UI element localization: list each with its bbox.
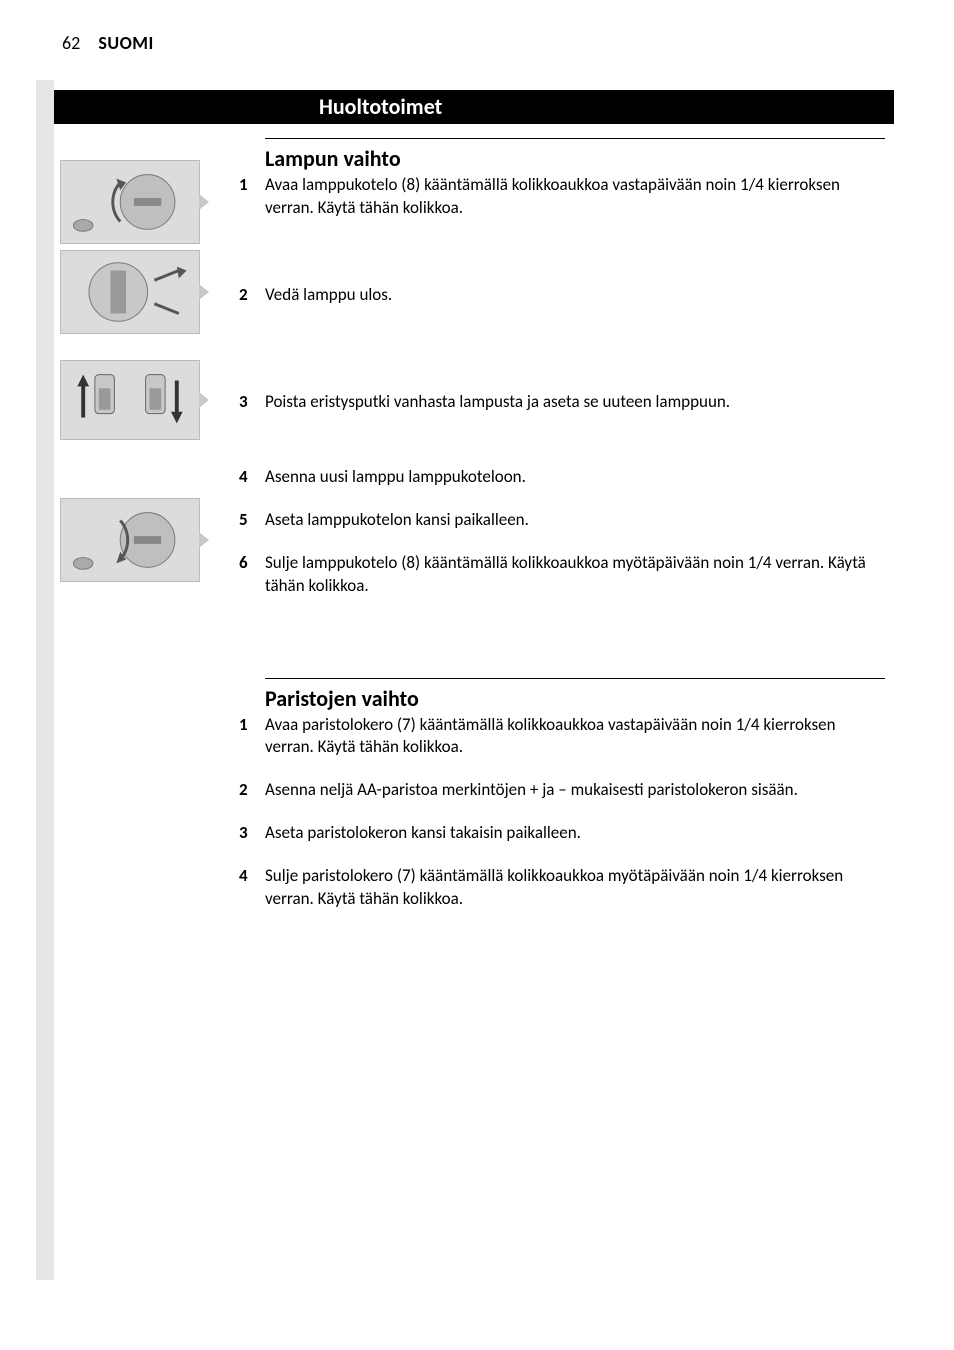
step-text: Avaa paristolokero (7) kääntämällä kolik… [265, 714, 885, 760]
step-text: Aseta lamppukotelon kansi paikalleen. [265, 509, 885, 532]
step-item: 3 Aseta paristolokeron kansi takaisin pa… [265, 822, 885, 845]
step-number: 4 [239, 466, 265, 489]
step-item: 4 Asenna uusi lamppu lamppukoteloon. [265, 466, 885, 489]
step-item: 4 Sulje paristolokero (7) kääntämällä ko… [265, 865, 885, 911]
step-number: 2 [239, 284, 265, 307]
section-name: SUOMI [98, 32, 153, 54]
rule [265, 678, 885, 679]
page-header: 62 SUOMI [62, 32, 154, 54]
step-number: 1 [239, 714, 265, 760]
step-item: 6 Sulje lamppukotelo (8) kääntämällä kol… [265, 552, 885, 598]
page-number: 62 [62, 32, 80, 54]
step-number: 1 [239, 174, 265, 220]
step-item: 2 Asenna neljä AA-paristoa merkintöjen +… [265, 779, 885, 802]
step-text: Asenna neljä AA-paristoa merkintöjen + j… [265, 779, 885, 802]
step-text: Sulje lamppukotelo (8) kääntämällä kolik… [265, 552, 885, 598]
step-number: 2 [239, 779, 265, 802]
content-column: Lampun vaihto 1 Avaa lamppukotelo (8) kä… [265, 148, 885, 931]
figure-thumb-tube-swap [60, 360, 200, 440]
step-item: 5 Aseta lamppukotelon kansi paikalleen. [265, 509, 885, 532]
step-text: Sulje paristolokero (7) kääntämällä koli… [265, 865, 885, 911]
step-text: Vedä lamppu ulos. [265, 284, 885, 307]
step-text: Poista eristysputki vanhasta lampusta ja… [265, 391, 885, 414]
figure-thumb-coin-cw [60, 498, 200, 582]
step-number: 4 [239, 865, 265, 911]
step-item: 2 Vedä lamppu ulos. [265, 284, 885, 307]
title-bar: Huoltotoimet [54, 90, 894, 124]
rule [265, 138, 885, 139]
step-text: Avaa lamppukotelo (8) kääntämällä kolikk… [265, 174, 885, 220]
title-bar-heading: Huoltotoimet [319, 93, 442, 120]
figure-thumb-coin-ccw [60, 160, 200, 244]
step-number: 6 [239, 552, 265, 598]
step-number: 3 [239, 391, 265, 414]
step-text: Asenna uusi lamppu lamppukoteloon. [265, 466, 885, 489]
step-item: 1 Avaa paristolokero (7) kääntämällä kol… [265, 714, 885, 760]
step-number: 3 [239, 822, 265, 845]
step-item: 1 Avaa lamppukotelo (8) kääntämällä koli… [265, 174, 885, 220]
subheading-battery: Paristojen vaihto [265, 685, 885, 712]
step-item: 3 Poista eristysputki vanhasta lampusta … [265, 391, 885, 414]
step-text: Aseta paristolokeron kansi takaisin paik… [265, 822, 885, 845]
step-number: 5 [239, 509, 265, 532]
subheading-lamp: Lampun vaihto [265, 145, 885, 172]
side-accent-bar [36, 80, 54, 1280]
figure-thumb-lamp-pull [60, 250, 200, 334]
